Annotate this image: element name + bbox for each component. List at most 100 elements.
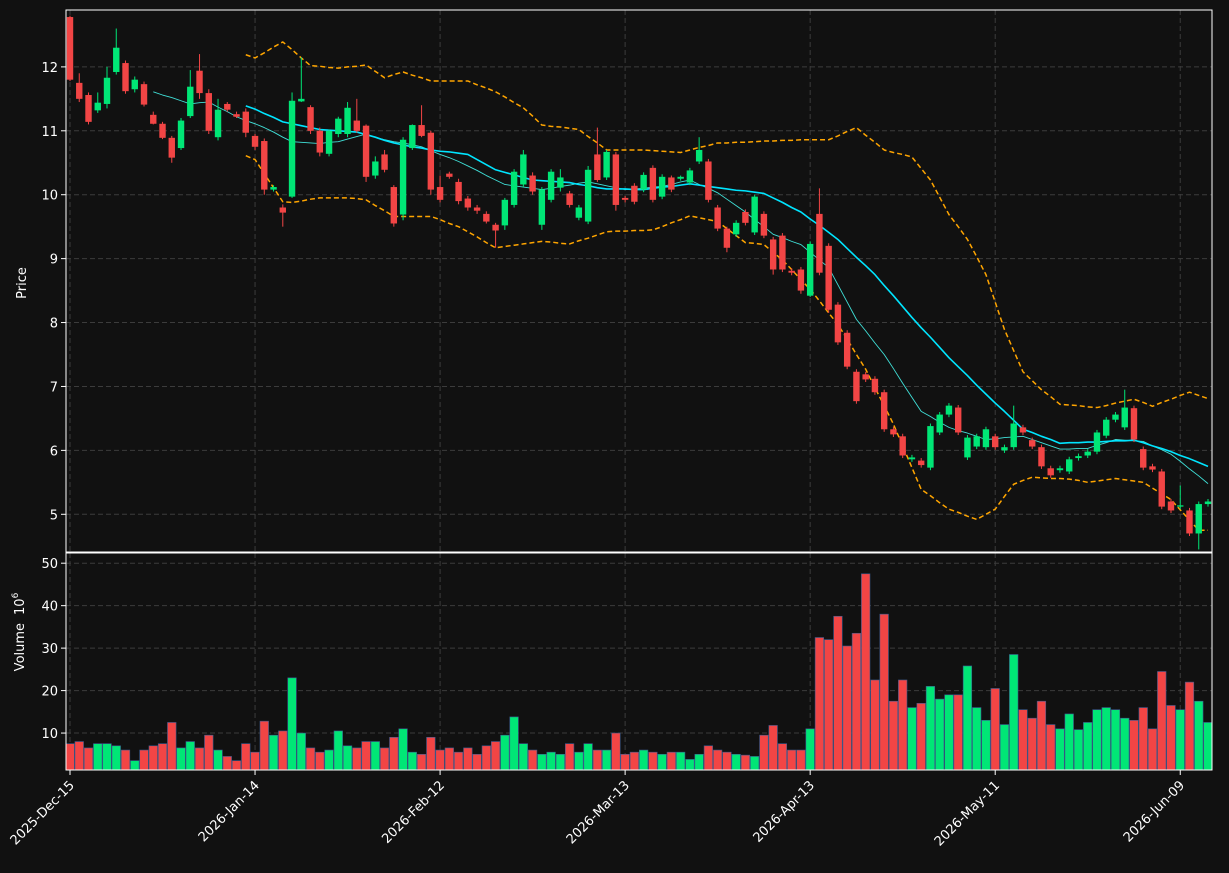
volume-bar: [1055, 728, 1065, 770]
candle-body: [409, 125, 416, 149]
candle-body: [103, 77, 111, 104]
candle-body: [1140, 449, 1147, 468]
y-tick-label: 12: [41, 61, 58, 76]
candle-body: [418, 125, 425, 136]
candle-body: [1103, 419, 1110, 436]
volume-label-text: Volume: [13, 623, 28, 671]
candle-body: [520, 154, 527, 185]
volume-bar: [657, 753, 667, 770]
indicator-line: [245, 41, 1209, 409]
volume-bar: [296, 732, 306, 770]
volume-bar: [278, 730, 288, 770]
candle-body: [705, 161, 712, 200]
volume-bar: [1157, 671, 1167, 770]
candle-body: [557, 177, 564, 188]
volume-bar: [157, 743, 168, 770]
candle-body: [862, 374, 869, 380]
candle-body: [584, 169, 592, 222]
candle-body: [510, 171, 518, 205]
volume-unit-exponent: 6: [11, 592, 21, 598]
candle-body: [1130, 408, 1138, 440]
candle-body: [214, 109, 222, 138]
candle-body: [806, 243, 814, 296]
volume-bar: [528, 749, 538, 770]
volume-bar: [722, 751, 732, 770]
volume-bar: [93, 743, 103, 770]
volume-bar: [472, 753, 482, 770]
candle-body: [1047, 468, 1054, 476]
volume-bar: [972, 707, 982, 770]
volume-bar: [268, 734, 279, 770]
candle-body: [325, 130, 333, 154]
volume-bar: [1083, 722, 1093, 770]
volume-bar: [500, 734, 510, 770]
volume-bar: [1064, 713, 1074, 770]
volume-bar: [833, 615, 843, 770]
volume-bar: [676, 751, 686, 770]
volume-bar: [1009, 654, 1019, 770]
volume-bar: [102, 743, 112, 770]
candle-body: [640, 174, 647, 190]
candle-body: [501, 199, 509, 226]
volume-bar: [759, 734, 769, 770]
candle-body: [1121, 407, 1128, 428]
volume-bar: [66, 743, 75, 770]
candle-body: [714, 207, 721, 229]
candle-body: [1167, 501, 1175, 511]
y-tick-label: 50: [41, 557, 58, 572]
volume-bar: [416, 753, 427, 770]
candle-body: [1177, 505, 1184, 507]
volume-bar: [629, 751, 639, 770]
volume-bar: [694, 753, 704, 770]
candle-body: [677, 176, 684, 179]
candle-body: [159, 123, 166, 138]
candle-body: [362, 125, 370, 177]
candle-body: [455, 181, 462, 202]
candle-body: [196, 70, 203, 94]
volume-bar: [1036, 700, 1047, 770]
volume-bar: [204, 734, 214, 770]
volume-bar: [898, 679, 908, 770]
volume-bar: [315, 751, 325, 770]
candle-body: [936, 414, 943, 433]
candle-body: [621, 197, 629, 200]
candle-body: [603, 151, 610, 178]
volume-bar: [342, 745, 353, 770]
volume-bar: [537, 753, 547, 770]
candle-body: [251, 135, 259, 147]
volume-bar: [981, 720, 991, 770]
candle-body: [871, 378, 879, 393]
candle-body: [964, 437, 971, 458]
volume-bar: [111, 745, 121, 770]
volume-bar: [324, 749, 334, 770]
volume-bar: [1092, 709, 1102, 770]
volume-bar: [490, 741, 501, 770]
candle-body: [1029, 440, 1036, 447]
candle-body: [390, 187, 398, 224]
candle-body: [372, 161, 379, 176]
candle-body: [85, 95, 92, 122]
candle-body: [205, 93, 212, 131]
candle-body: [917, 460, 925, 466]
volume-bar: [546, 751, 556, 770]
candle-body: [1038, 447, 1045, 467]
candle-body: [779, 235, 786, 270]
candle-body: [1158, 471, 1165, 507]
candle-body: [233, 114, 240, 117]
candle-body: [631, 185, 638, 202]
candle-body: [270, 187, 277, 190]
volume-bar: [740, 754, 750, 770]
price-axis-label: Price: [15, 267, 30, 299]
volume-bar: [824, 639, 834, 770]
candle-body: [1195, 504, 1202, 534]
volume-bar: [592, 749, 602, 770]
candle-body: [649, 167, 657, 200]
volume-bar: [481, 745, 491, 770]
y-tick-label: 20: [41, 685, 58, 700]
candle-body: [843, 332, 851, 367]
volume-bar: [148, 745, 158, 770]
volume-bar: [935, 698, 945, 770]
volume-bar: [861, 573, 871, 770]
y-tick-label: 8: [50, 317, 58, 332]
volume-bar: [389, 737, 399, 770]
